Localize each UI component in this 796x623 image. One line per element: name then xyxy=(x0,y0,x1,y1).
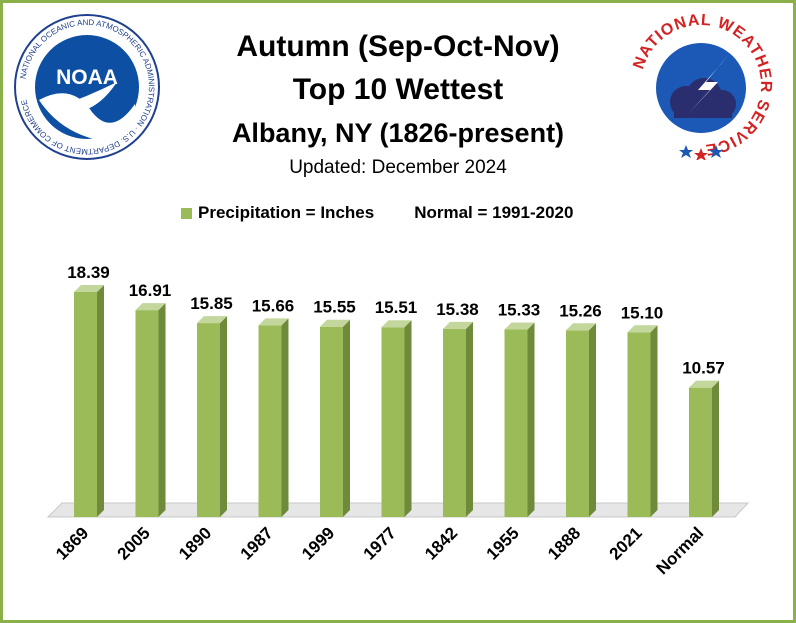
x-tick-label: 2021 xyxy=(606,523,646,563)
data-label: 15.55 xyxy=(313,298,356,317)
bar-side xyxy=(650,325,658,517)
bar-top xyxy=(443,321,473,329)
bar-front xyxy=(689,387,712,517)
noaa-logo: NATIONAL OCEANIC AND ATMOSPHERIC ADMINIS… xyxy=(14,14,160,160)
bar-top xyxy=(258,318,289,326)
bar-top xyxy=(197,316,227,324)
data-label: 15.51 xyxy=(375,298,418,317)
bar-side xyxy=(97,285,104,517)
bar-side xyxy=(343,319,350,517)
bar-top xyxy=(566,323,596,331)
x-tick-label: 1955 xyxy=(483,523,523,563)
bar-front xyxy=(566,330,589,517)
legend-normal-note: Normal = 1991-2020 xyxy=(414,203,574,222)
nws-logo: NATIONAL WEATHER SERVICE xyxy=(629,12,773,160)
x-tick-label: 1977 xyxy=(360,523,400,563)
bar-top xyxy=(135,303,166,311)
data-label: 10.57 xyxy=(682,359,725,378)
bar-top xyxy=(689,380,719,388)
x-tick-label: Normal xyxy=(652,523,707,578)
bar-top xyxy=(320,319,350,327)
bar-side xyxy=(589,323,596,517)
data-label: 15.66 xyxy=(252,296,295,315)
bar-front xyxy=(381,327,405,517)
data-label: 15.10 xyxy=(621,303,664,322)
bar-1955 xyxy=(504,322,535,517)
x-tick-label: 1987 xyxy=(237,523,277,563)
legend-series-label: Precipitation = Inches xyxy=(198,203,375,222)
data-label: 15.26 xyxy=(559,301,602,320)
chart-updated-note: Updated: December 2024 xyxy=(289,157,507,178)
data-label: 15.38 xyxy=(436,300,479,319)
bar-front xyxy=(627,332,651,517)
bar-2005 xyxy=(135,303,166,517)
bar-side xyxy=(220,316,227,517)
bar-1890 xyxy=(197,316,227,517)
bar-front xyxy=(135,310,159,517)
bar-1869 xyxy=(74,285,104,517)
x-tick-label: 1869 xyxy=(52,523,92,563)
bar-1987 xyxy=(258,318,289,517)
data-label: 15.85 xyxy=(190,294,233,313)
bar-front xyxy=(197,323,220,517)
x-tick-label: 1890 xyxy=(175,523,215,563)
chart-subtitle-location: Albany, NY (1826-present) xyxy=(231,118,565,148)
data-label: 15.33 xyxy=(498,300,541,319)
bar-top xyxy=(74,285,104,292)
bar-side xyxy=(281,318,289,517)
bar-side xyxy=(404,320,412,517)
x-tick-label: 1888 xyxy=(544,523,584,563)
bar-front xyxy=(74,292,97,517)
bar-side xyxy=(158,303,166,517)
bar-1888 xyxy=(566,323,596,517)
x-tick-label: 2005 xyxy=(114,523,154,563)
bar-top xyxy=(504,322,535,330)
bar-top xyxy=(381,320,412,328)
bar-side xyxy=(466,321,473,517)
bar-Normal xyxy=(689,380,719,517)
chart-legend: Precipitation = Inches Normal = 1991-2020 xyxy=(181,203,573,223)
data-label: 16.91 xyxy=(129,281,172,300)
bar-front xyxy=(504,329,528,517)
bar-2021 xyxy=(627,325,658,517)
bar-1999 xyxy=(320,319,350,517)
bar-side xyxy=(527,322,535,517)
bar-side xyxy=(712,380,719,517)
bar-1842 xyxy=(443,321,473,517)
bar-top xyxy=(627,325,658,333)
noaa-logo-text: NOAA xyxy=(56,66,118,89)
chart-title: Autumn (Sep-Oct-Nov) xyxy=(236,30,560,63)
bar-front xyxy=(258,325,282,517)
bar-front xyxy=(320,326,343,517)
x-tick-label: 1999 xyxy=(298,523,338,563)
bar-1977 xyxy=(381,320,412,517)
legend-swatch xyxy=(181,208,192,219)
chart-subtitle-rank: Top 10 Wettest xyxy=(292,73,504,106)
data-label: 18.39 xyxy=(67,263,110,282)
bar-front xyxy=(443,328,466,517)
x-tick-label: 1842 xyxy=(421,523,461,563)
